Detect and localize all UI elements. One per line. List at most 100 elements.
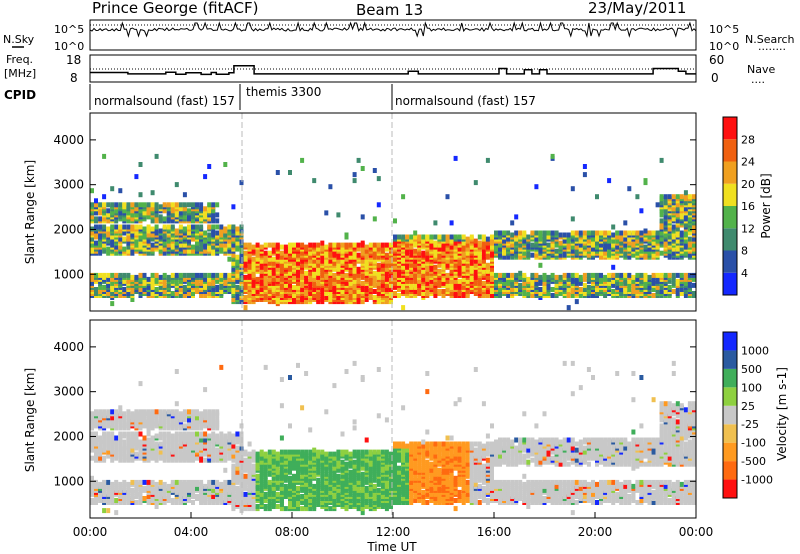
power-cell	[296, 260, 300, 266]
power-cell	[659, 284, 664, 290]
velocity-cell	[114, 435, 119, 441]
power-cell	[461, 276, 466, 282]
power-cell	[425, 234, 430, 240]
velocity-cell	[142, 439, 147, 445]
velocity-cell	[187, 441, 191, 447]
velocity-cell	[199, 411, 204, 417]
power-cell	[195, 272, 199, 278]
power-cell	[595, 287, 599, 292]
velocity-cell	[195, 494, 199, 499]
velocity-cell	[174, 431, 179, 437]
power-cell	[376, 299, 381, 305]
power-cell	[538, 234, 543, 240]
power-cell	[110, 287, 115, 292]
power-cell	[98, 224, 103, 230]
velocity-cell	[98, 443, 103, 449]
power-cell	[312, 242, 317, 248]
power-cell	[502, 230, 507, 236]
power-cell	[170, 242, 175, 248]
power-cell	[251, 256, 256, 262]
power-cell	[542, 272, 547, 278]
power-cell	[376, 262, 381, 268]
power-cell	[611, 264, 616, 270]
power-cell	[570, 276, 575, 282]
power-cell	[191, 244, 195, 250]
power-cell	[393, 291, 397, 296]
power-cell	[534, 230, 539, 236]
power-cell	[142, 272, 147, 278]
power-cell	[546, 274, 551, 280]
velocity-cell	[110, 431, 115, 437]
power-cell	[465, 242, 470, 248]
power-cell	[98, 250, 103, 256]
power-cell	[130, 250, 135, 256]
velocity-cell	[195, 485, 199, 491]
velocity-cell	[102, 455, 107, 461]
power-cell	[195, 240, 199, 246]
power-cell	[554, 230, 559, 236]
power-cell	[449, 282, 454, 288]
power-cell	[279, 258, 284, 264]
velocity-cell	[158, 409, 163, 415]
power-cell	[376, 202, 381, 208]
power-cell	[623, 252, 628, 258]
nave-ytick-high: 60	[709, 53, 724, 67]
power-cell	[607, 272, 612, 278]
power-cell	[465, 250, 470, 256]
power-cell	[586, 252, 591, 258]
power-cell	[154, 276, 159, 282]
power-cell	[235, 272, 240, 278]
velocity-cell	[122, 443, 127, 449]
power-cell	[90, 202, 94, 208]
power-cell	[490, 238, 494, 244]
velocity-cell	[118, 409, 123, 415]
velocity-cell	[122, 487, 127, 493]
power-cell	[288, 170, 292, 175]
power-cell	[372, 216, 377, 222]
freq-ytick-high: 18	[66, 53, 81, 67]
power-cell	[692, 194, 696, 200]
power-cell	[271, 266, 276, 272]
velocity-cell	[162, 437, 167, 443]
power-cell	[510, 232, 515, 238]
power-cell	[288, 278, 292, 284]
power-cell	[397, 270, 401, 276]
power-cell	[477, 258, 482, 264]
power-cell	[490, 244, 494, 250]
power-cell	[522, 250, 527, 256]
power-cell	[599, 230, 603, 236]
velocity-cell	[114, 498, 119, 503]
power-cell	[150, 278, 155, 284]
power-cell	[231, 236, 236, 242]
power-colorbar-tick: 24	[741, 156, 755, 169]
power-cell	[296, 280, 300, 286]
power-cell	[623, 236, 628, 242]
power-cell	[692, 246, 696, 252]
power-cell	[279, 254, 284, 260]
power-cell	[518, 282, 523, 288]
velocity-cell	[166, 483, 171, 489]
velocity-cell	[170, 479, 175, 485]
power-cell	[178, 202, 183, 208]
velocity-cell	[98, 481, 103, 487]
power-cell	[635, 272, 640, 278]
velocity-cell	[114, 439, 119, 445]
power-cell	[599, 242, 603, 248]
power-cell	[364, 244, 369, 250]
power-cell	[384, 258, 389, 264]
power-cell	[344, 293, 349, 298]
velocity-cell	[162, 481, 167, 487]
power-cell	[98, 232, 103, 238]
power-cell	[433, 280, 438, 286]
power-cell	[223, 226, 228, 232]
velocity-cell	[191, 409, 195, 415]
power-cell	[259, 280, 264, 286]
velocity-cell	[118, 405, 123, 411]
power-cell	[174, 280, 179, 286]
power-cell	[150, 272, 155, 278]
power-cell	[114, 218, 119, 224]
power-cell	[595, 291, 599, 296]
power-cell	[655, 230, 660, 236]
velocity-cell	[203, 387, 208, 393]
power-cell	[348, 268, 353, 274]
